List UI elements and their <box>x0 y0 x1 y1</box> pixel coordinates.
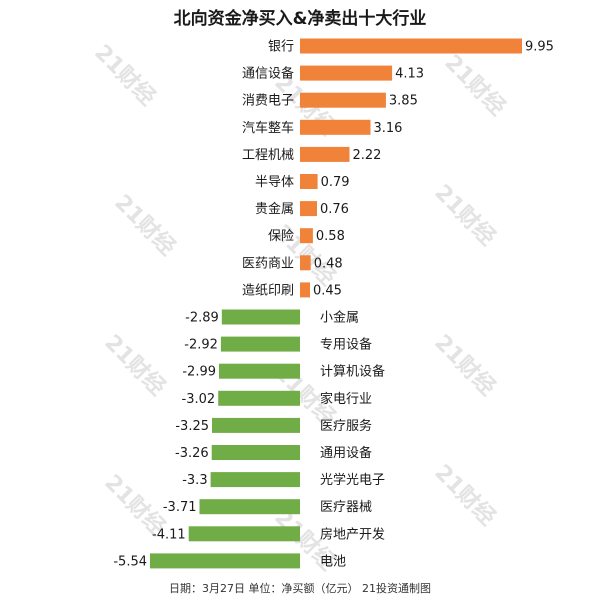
value-label: 2.22 <box>353 148 382 163</box>
value-label: 9.95 <box>525 40 554 55</box>
bar-16 <box>210 472 300 488</box>
value-label: 0.79 <box>321 175 350 190</box>
value-label: -5.54 <box>113 554 147 569</box>
category-label: 通用设备 <box>320 445 372 461</box>
watermark-text: 21财经 <box>429 179 500 250</box>
value-label: -2.89 <box>185 311 219 326</box>
value-label: -3.3 <box>182 473 207 488</box>
value-label: 0.48 <box>314 256 343 271</box>
category-label: 通信设备 <box>242 66 294 82</box>
value-label: 3.85 <box>389 94 418 109</box>
bar-6 <box>300 201 317 217</box>
bar-3 <box>300 119 371 135</box>
value-label: 3.16 <box>374 121 403 136</box>
bar-13 <box>218 390 300 406</box>
category-label: 医药商业 <box>242 256 294 271</box>
chart-title: 北向资金净买入&净卖出十大行业 <box>173 9 427 29</box>
category-label: 房地产开发 <box>320 526 385 542</box>
bar-8 <box>300 255 311 271</box>
value-label: 4.13 <box>395 67 424 82</box>
bar-5 <box>300 174 318 189</box>
category-label: 医疗器械 <box>320 500 372 515</box>
value-label: -3.25 <box>175 419 209 434</box>
value-label: -2.99 <box>182 365 216 380</box>
value-label: 0.45 <box>313 283 342 298</box>
value-label: 0.58 <box>316 229 345 244</box>
bar-1 <box>300 65 393 81</box>
watermark-text: 21财经 <box>429 329 500 400</box>
category-label: 保险 <box>268 229 294 244</box>
category-label: 消费电子 <box>242 94 294 109</box>
value-label: 0.76 <box>320 202 349 217</box>
category-label: 造纸印刷 <box>242 283 294 298</box>
footer-note: 日期：3月27日 单位：净买额（亿元） 21投资通制图 <box>169 582 431 595</box>
watermark-text: 21财经 <box>439 49 510 120</box>
category-label: 银行 <box>268 40 294 55</box>
value-label: -3.02 <box>182 392 216 407</box>
value-label: -4.11 <box>152 527 186 542</box>
bars <box>150 38 522 569</box>
bar-9 <box>300 282 310 298</box>
bar-14 <box>212 417 300 433</box>
value-label: -3.26 <box>175 446 209 461</box>
category-label: 家电行业 <box>320 391 372 407</box>
watermark-text: 21财经 <box>99 329 170 400</box>
category-label: 计算机设备 <box>320 364 385 380</box>
bar-0 <box>300 38 522 54</box>
category-label: 小金属 <box>320 310 359 326</box>
category-label: 专用设备 <box>320 337 372 353</box>
bar-12 <box>219 363 300 379</box>
category-label: 电池 <box>320 554 346 569</box>
bar-11 <box>220 336 300 352</box>
category-label: 贵金属 <box>255 201 294 217</box>
bar-2 <box>300 92 386 108</box>
category-label: 光学光电子 <box>320 472 385 488</box>
value-label: -3.71 <box>163 500 197 515</box>
category-label: 医疗服务 <box>320 418 372 434</box>
bar-15 <box>211 445 300 460</box>
category-label: 工程机械 <box>242 148 294 163</box>
bar-17 <box>199 499 300 515</box>
bar-18 <box>188 526 300 542</box>
bar-4 <box>300 146 350 162</box>
bar-19 <box>150 553 300 569</box>
bar-7 <box>300 228 313 244</box>
watermark-text: 21财经 <box>89 39 160 110</box>
value-label: -2.92 <box>184 338 218 353</box>
watermark-text: 21财经 <box>429 459 500 530</box>
watermark-text: 21财经 <box>109 189 180 260</box>
labels: 银行 9.95 通信设备 4.13 消费电子 3.85 汽车整车 3.16 工程机械 2.22 半导… <box>113 40 554 570</box>
bar-10 <box>221 309 300 325</box>
category-label: 汽车整车 <box>242 120 294 136</box>
category-label: 半导体 <box>255 175 294 190</box>
